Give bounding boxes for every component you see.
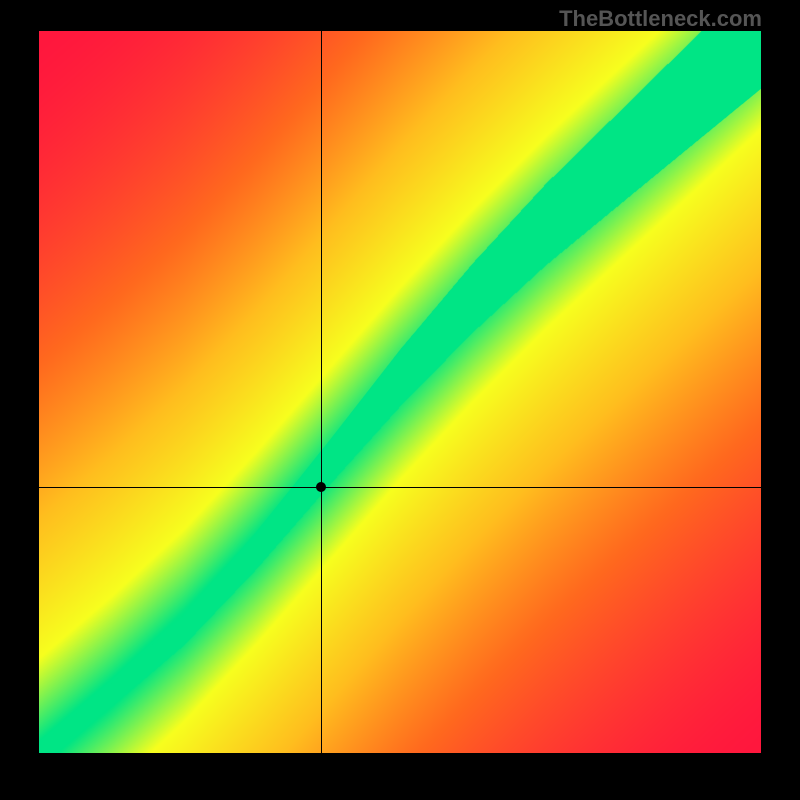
- bottleneck-heatmap: TheBottleneck.com: [0, 0, 800, 800]
- heatmap-gradient: [39, 31, 762, 754]
- watermark-text: TheBottleneck.com: [559, 6, 762, 32]
- crosshair-horizontal: [39, 487, 761, 488]
- crosshair-vertical: [321, 31, 322, 753]
- plot-area: [38, 30, 762, 754]
